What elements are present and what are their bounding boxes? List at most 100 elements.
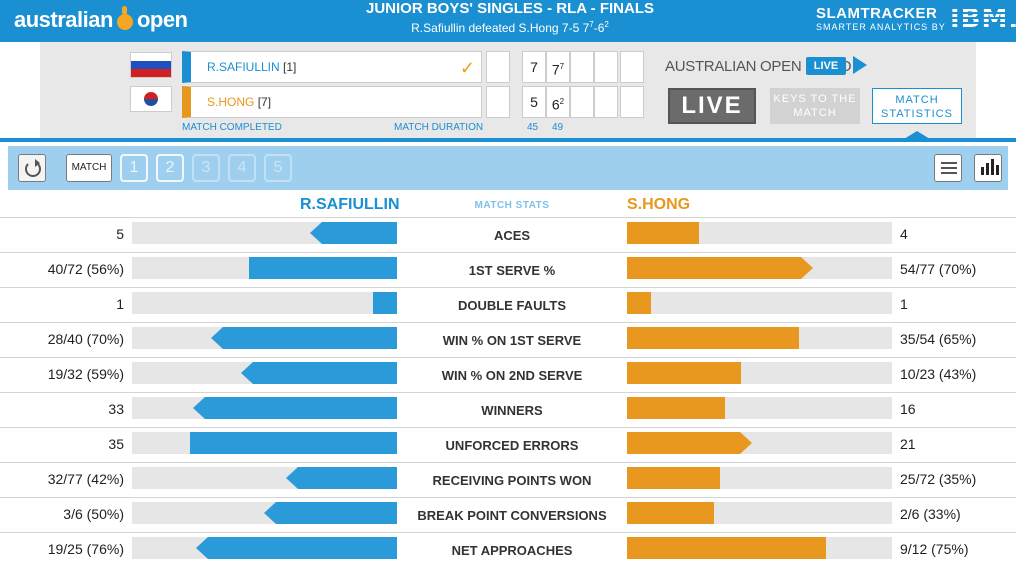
player2-stat-bar xyxy=(627,292,651,314)
refresh-icon[interactable] xyxy=(18,154,46,182)
active-tab-pointer-icon xyxy=(904,131,930,139)
set-box-empty xyxy=(570,51,594,83)
player2-stat-bar-track xyxy=(627,397,892,419)
player2-stat-value: 25/72 (35%) xyxy=(900,471,977,487)
result-tiebreak-2: 2 xyxy=(604,20,609,29)
player2-stat-bar-track xyxy=(627,432,892,454)
match-title: JUNIOR BOYS' SINGLES - RLA - FINALS xyxy=(365,0,655,17)
radio-label: AUSTRALIAN OPEN RADIO xyxy=(665,58,852,75)
stat-label: WIN % ON 2ND SERVE xyxy=(441,368,583,383)
player1-stat-bar xyxy=(286,467,397,489)
tennis-player-icon xyxy=(114,6,136,34)
player2-stat-value: 21 xyxy=(900,436,916,452)
slamtracker-subtitle: SMARTER ANALYTICS BY xyxy=(816,22,946,32)
player1-stat-bar xyxy=(211,327,397,349)
player2-stat-bar xyxy=(627,362,741,384)
set-duration: 49 xyxy=(552,122,564,133)
set-tab-5[interactable]: 5 xyxy=(264,154,292,182)
set-tab-4[interactable]: 4 xyxy=(228,154,256,182)
set-tab-2[interactable]: 2 xyxy=(156,154,184,182)
stat-row: 33 WINNERS 16 xyxy=(0,392,1016,427)
stat-label: UNFORCED ERRORS xyxy=(445,438,579,453)
player2-name-box: S.HONG [7] xyxy=(182,86,482,118)
player1-stat-value: 3/6 (50%) xyxy=(63,506,124,522)
player1-stat-value: 40/72 (56%) xyxy=(47,261,124,277)
player2-stat-value: 4 xyxy=(900,226,908,242)
set-duration: 45 xyxy=(527,122,539,133)
player1-stat-value: 32/77 (42%) xyxy=(47,471,124,487)
ibm-logo: IBM. xyxy=(950,4,1016,34)
player2-stat-bar xyxy=(627,537,826,559)
player1-stat-bar-track xyxy=(132,397,397,419)
match-result: R.Safiullin defeated S.Hong 7-5 77-62 xyxy=(300,20,720,35)
set-tab-1[interactable]: 1 xyxy=(120,154,148,182)
player1-stat-value: 1 xyxy=(116,296,124,312)
stat-row: 32/77 (42%) RECEIVING POINTS WON 25/72 (35… xyxy=(0,462,1016,497)
match-status: MATCH COMPLETED xyxy=(182,122,282,133)
russia-flag-icon xyxy=(130,52,172,78)
top-banner: australian open JUNIOR BOYS' SINGLES - R… xyxy=(0,0,1016,42)
player2-stat-bar xyxy=(627,257,813,279)
play-icon[interactable] xyxy=(853,56,867,74)
player2-stat-bar xyxy=(627,327,799,349)
player1-stat-value: 35 xyxy=(108,436,124,452)
player1-stat-value: 5 xyxy=(116,226,124,242)
stat-row: 19/25 (76%) NET APPROACHES 9/12 (75%) xyxy=(0,532,1016,567)
set-box-empty xyxy=(594,86,618,118)
tiebreak-score: 7 xyxy=(559,62,565,71)
keys-to-the-match-button[interactable]: KEYS TO THE MATCH xyxy=(770,88,860,124)
player2-stat-value: 54/77 (70%) xyxy=(900,261,977,277)
set-score: 7 xyxy=(522,51,546,83)
set-box-empty xyxy=(486,51,510,83)
slamtracker-title: SLAMTRACKER xyxy=(816,5,938,22)
player1-stat-value: 19/25 (76%) xyxy=(47,541,124,557)
player2-stat-bar xyxy=(627,467,720,489)
set-box-empty xyxy=(594,51,618,83)
player2-stat-bar-track xyxy=(627,537,892,559)
result-text-mid: -6 xyxy=(593,21,605,35)
live-button[interactable]: LIVE xyxy=(668,88,756,124)
set-tab-3[interactable]: 3 xyxy=(192,154,220,182)
player2-stat-bar-track xyxy=(627,467,892,489)
stat-row: 28/40 (70%) WIN % ON 1ST SERVE 35/54 (65%) xyxy=(0,322,1016,357)
player2-stat-bar xyxy=(627,222,699,244)
player1-stat-value: 33 xyxy=(108,401,124,417)
player1-stat-bar xyxy=(264,502,397,524)
stat-label: BREAK POINT CONVERSIONS xyxy=(417,508,607,523)
player1-stat-bar xyxy=(241,362,397,384)
logo-text-left: australian xyxy=(14,7,113,32)
stat-row: 35 UNFORCED ERRORS 21 xyxy=(0,427,1016,462)
stat-row: 3/6 (50%) BREAK POINT CONVERSIONS 2/6 (33%… xyxy=(0,497,1016,532)
player2-stat-value: 9/12 (75%) xyxy=(900,541,969,557)
player1-stat-bar xyxy=(196,537,397,559)
bar-chart-icon[interactable] xyxy=(974,154,1002,182)
stat-label: ACES xyxy=(493,228,531,243)
player1-stats-heading: R.SAFIULLIN xyxy=(300,196,400,213)
player1-stat-bar xyxy=(249,257,397,279)
set-score-value: 5 xyxy=(530,94,538,110)
player1-stat-bar-track xyxy=(132,362,397,384)
player2-stat-bar-track xyxy=(627,222,892,244)
set-score: 5 xyxy=(522,86,546,118)
player1-stat-bar-track xyxy=(132,502,397,524)
player1-seed: [1] xyxy=(283,60,297,74)
player2-stat-bar-track xyxy=(627,292,892,314)
stat-label: RECEIVING POINTS WON xyxy=(432,473,592,488)
player1-stat-bar xyxy=(310,222,397,244)
player1-stat-bar-track xyxy=(132,432,397,454)
set-score-value: 7 xyxy=(530,59,538,75)
stat-label: WIN % ON 1ST SERVE xyxy=(442,333,582,348)
set-box-empty xyxy=(620,51,644,83)
player1-name: R.SAFIULLIN xyxy=(207,60,280,74)
set-score-value: 7 xyxy=(551,61,560,78)
player1-stat-bar-track xyxy=(132,327,397,349)
player2-stat-value: 35/54 (65%) xyxy=(900,331,977,347)
australian-open-logo[interactable]: australian open xyxy=(14,4,188,36)
radio-live-badge[interactable]: LIVE xyxy=(806,57,846,75)
match-tab[interactable]: MATCH xyxy=(66,154,112,182)
list-view-icon[interactable] xyxy=(934,154,962,182)
match-statistics-button[interactable]: MATCH STATISTICS xyxy=(872,88,962,124)
set-box-empty xyxy=(570,86,594,118)
set-score-value: 6 xyxy=(551,96,560,113)
tiebreak-score: 2 xyxy=(559,97,565,106)
